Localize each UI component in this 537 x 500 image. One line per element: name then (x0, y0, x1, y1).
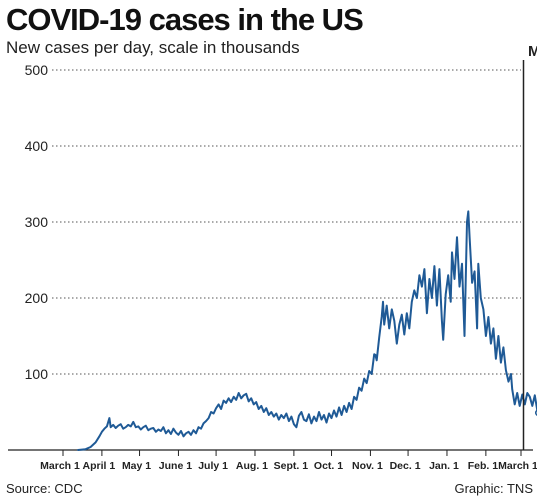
y-tick-label: 200 (25, 290, 49, 306)
x-tick-label: April 1 (83, 460, 116, 472)
x-tick-label: July 1 (198, 460, 228, 472)
x-tick-label: Dec. 1 (390, 460, 421, 472)
x-tick-label: May 1 (122, 460, 151, 472)
marker-layer: M (522, 43, 537, 450)
y-tick-label: 300 (25, 214, 49, 230)
x-tick-label: March 1 (40, 460, 80, 472)
x-tick-label: Jan. 1 (429, 460, 459, 472)
x-tick-label: March 1 (498, 460, 537, 472)
series-layer (77, 210, 537, 451)
y-tick-label: 400 (25, 138, 49, 154)
series-line-0 (77, 210, 537, 451)
chart-subtitle: New cases per day, scale in thousands (6, 38, 300, 57)
grid-lines (8, 69, 533, 451)
chart-title: COVID-19 cases in the US (6, 2, 364, 37)
x-tick-label: Feb. 1 (468, 460, 499, 472)
y-tick-label: 500 (25, 62, 49, 78)
x-tick-label: Oct. 1 (314, 460, 343, 472)
marker-label: M (528, 43, 537, 60)
x-tick-label: Aug. 1 (236, 460, 268, 472)
x-tick-label: June 1 (159, 460, 192, 472)
graphic-credit: Graphic: TNS (454, 481, 533, 496)
x-tick-label: Nov. 1 (352, 460, 383, 472)
y-axis-ticks: 100 200 300 400 500 (25, 62, 49, 382)
source-note: Source: CDC (6, 481, 83, 496)
x-axis-ticks: March 1 April 1 May 1 June 1 July 1 Aug. 1 Sep… (40, 450, 537, 472)
x-tick-label: Sept. 1 (274, 460, 309, 472)
y-tick-label: 100 (25, 366, 49, 382)
